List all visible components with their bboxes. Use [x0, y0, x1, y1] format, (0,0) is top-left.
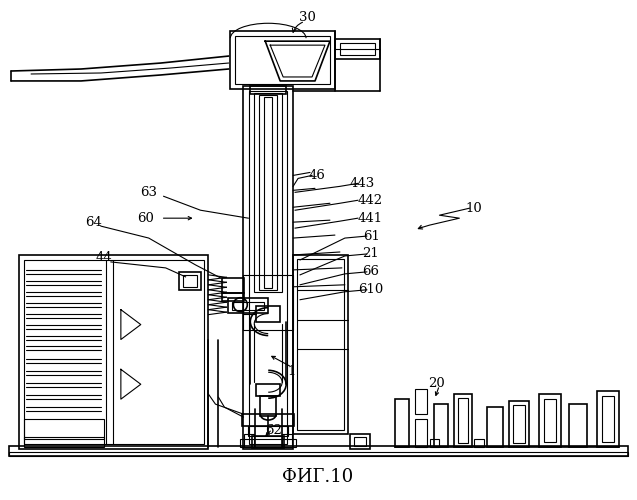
Text: 442: 442 — [357, 194, 382, 207]
Text: 441: 441 — [357, 212, 382, 224]
Bar — [597, 391, 619, 447]
Bar — [509, 401, 529, 447]
Bar — [602, 396, 613, 442]
Text: 10: 10 — [465, 202, 482, 214]
Text: 30: 30 — [299, 11, 315, 24]
Bar — [539, 394, 561, 447]
Bar — [429, 439, 440, 447]
Bar — [261, 396, 276, 416]
Bar — [248, 426, 288, 436]
Bar — [243, 275, 293, 330]
Bar — [19, 255, 208, 449]
Bar — [254, 93, 282, 292]
Text: 60: 60 — [138, 212, 154, 224]
Text: 66: 66 — [362, 266, 379, 278]
Bar — [475, 439, 484, 447]
Bar — [259, 95, 277, 290]
Bar — [24, 437, 104, 447]
Bar — [252, 436, 284, 448]
Text: ФИГ.10: ФИГ.10 — [282, 468, 354, 485]
Bar — [256, 384, 280, 396]
Bar — [487, 407, 503, 447]
Bar — [350, 434, 369, 449]
Bar — [231, 31, 335, 89]
Text: 443: 443 — [349, 177, 375, 190]
Text: 21: 21 — [362, 248, 379, 260]
Text: 610: 610 — [358, 284, 383, 296]
Text: 62: 62 — [265, 424, 282, 438]
Bar — [264, 97, 272, 288]
Bar — [293, 255, 348, 434]
Bar — [354, 437, 366, 446]
Bar — [24, 260, 203, 444]
Text: 63: 63 — [140, 186, 157, 199]
Bar — [340, 43, 375, 55]
Bar — [243, 86, 293, 449]
Bar — [235, 36, 330, 84]
Bar — [513, 405, 525, 443]
Bar — [415, 419, 427, 447]
Bar — [10, 452, 627, 456]
Bar — [242, 414, 294, 426]
Bar — [250, 86, 286, 94]
Bar — [24, 419, 104, 439]
Bar — [395, 399, 408, 447]
Bar — [222, 293, 245, 300]
Text: 1: 1 — [288, 365, 296, 378]
Bar — [240, 439, 296, 447]
Bar — [544, 399, 556, 442]
Bar — [233, 302, 264, 310]
Bar — [256, 306, 280, 322]
Bar — [282, 434, 292, 447]
Text: 44: 44 — [96, 252, 112, 264]
Bar — [249, 91, 287, 444]
Text: 64: 64 — [85, 216, 103, 228]
Text: 46: 46 — [308, 169, 326, 182]
Bar — [454, 394, 472, 447]
Bar — [459, 398, 468, 443]
Bar — [183, 275, 197, 287]
Bar — [222, 278, 245, 293]
Bar — [415, 389, 427, 414]
Bar — [245, 434, 254, 447]
Bar — [569, 404, 587, 447]
Bar — [10, 446, 627, 456]
Bar — [434, 404, 448, 447]
Text: 61: 61 — [363, 230, 380, 242]
Bar — [178, 272, 201, 290]
Bar — [229, 298, 268, 312]
Bar — [297, 259, 344, 430]
Bar — [335, 39, 380, 59]
Text: 20: 20 — [428, 377, 445, 390]
